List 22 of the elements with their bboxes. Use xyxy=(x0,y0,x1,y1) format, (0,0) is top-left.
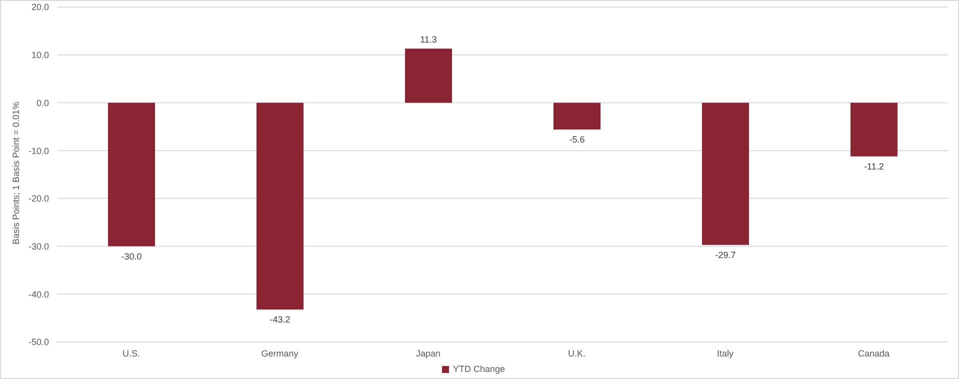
x-tick-label: Italy xyxy=(716,348,734,358)
data-label: -11.2 xyxy=(864,161,884,172)
y-tick-label: -40.0 xyxy=(28,289,49,300)
data-label: -5.6 xyxy=(569,134,585,145)
data-label: -43.2 xyxy=(270,314,290,324)
legend-label: YTD Change xyxy=(452,364,506,374)
x-tick-label: Canada xyxy=(858,348,890,358)
y-tick-label: -30.0 xyxy=(28,241,49,252)
y-tick-label: 0.0 xyxy=(36,98,49,108)
y-tick-label: 10.0 xyxy=(31,50,49,60)
x-tick-label: Germany xyxy=(261,348,299,358)
y-axis-title: Basis Points; 1 Basis Point = 0.01% xyxy=(11,102,22,244)
x-tick-label: U.K. xyxy=(568,348,586,358)
x-tick-label: U.S. xyxy=(122,348,140,358)
data-label: -30.0 xyxy=(121,251,142,262)
y-tick-label: -10.0 xyxy=(28,146,49,156)
y-tick-label: -50.0 xyxy=(28,337,49,348)
y-tick-label: 20.0 xyxy=(31,2,49,12)
data-label: 11.3 xyxy=(420,34,437,45)
y-tick-label: -20.0 xyxy=(28,194,49,204)
data-label: -29.7 xyxy=(715,250,736,260)
x-tick-label: Japan xyxy=(416,348,441,358)
